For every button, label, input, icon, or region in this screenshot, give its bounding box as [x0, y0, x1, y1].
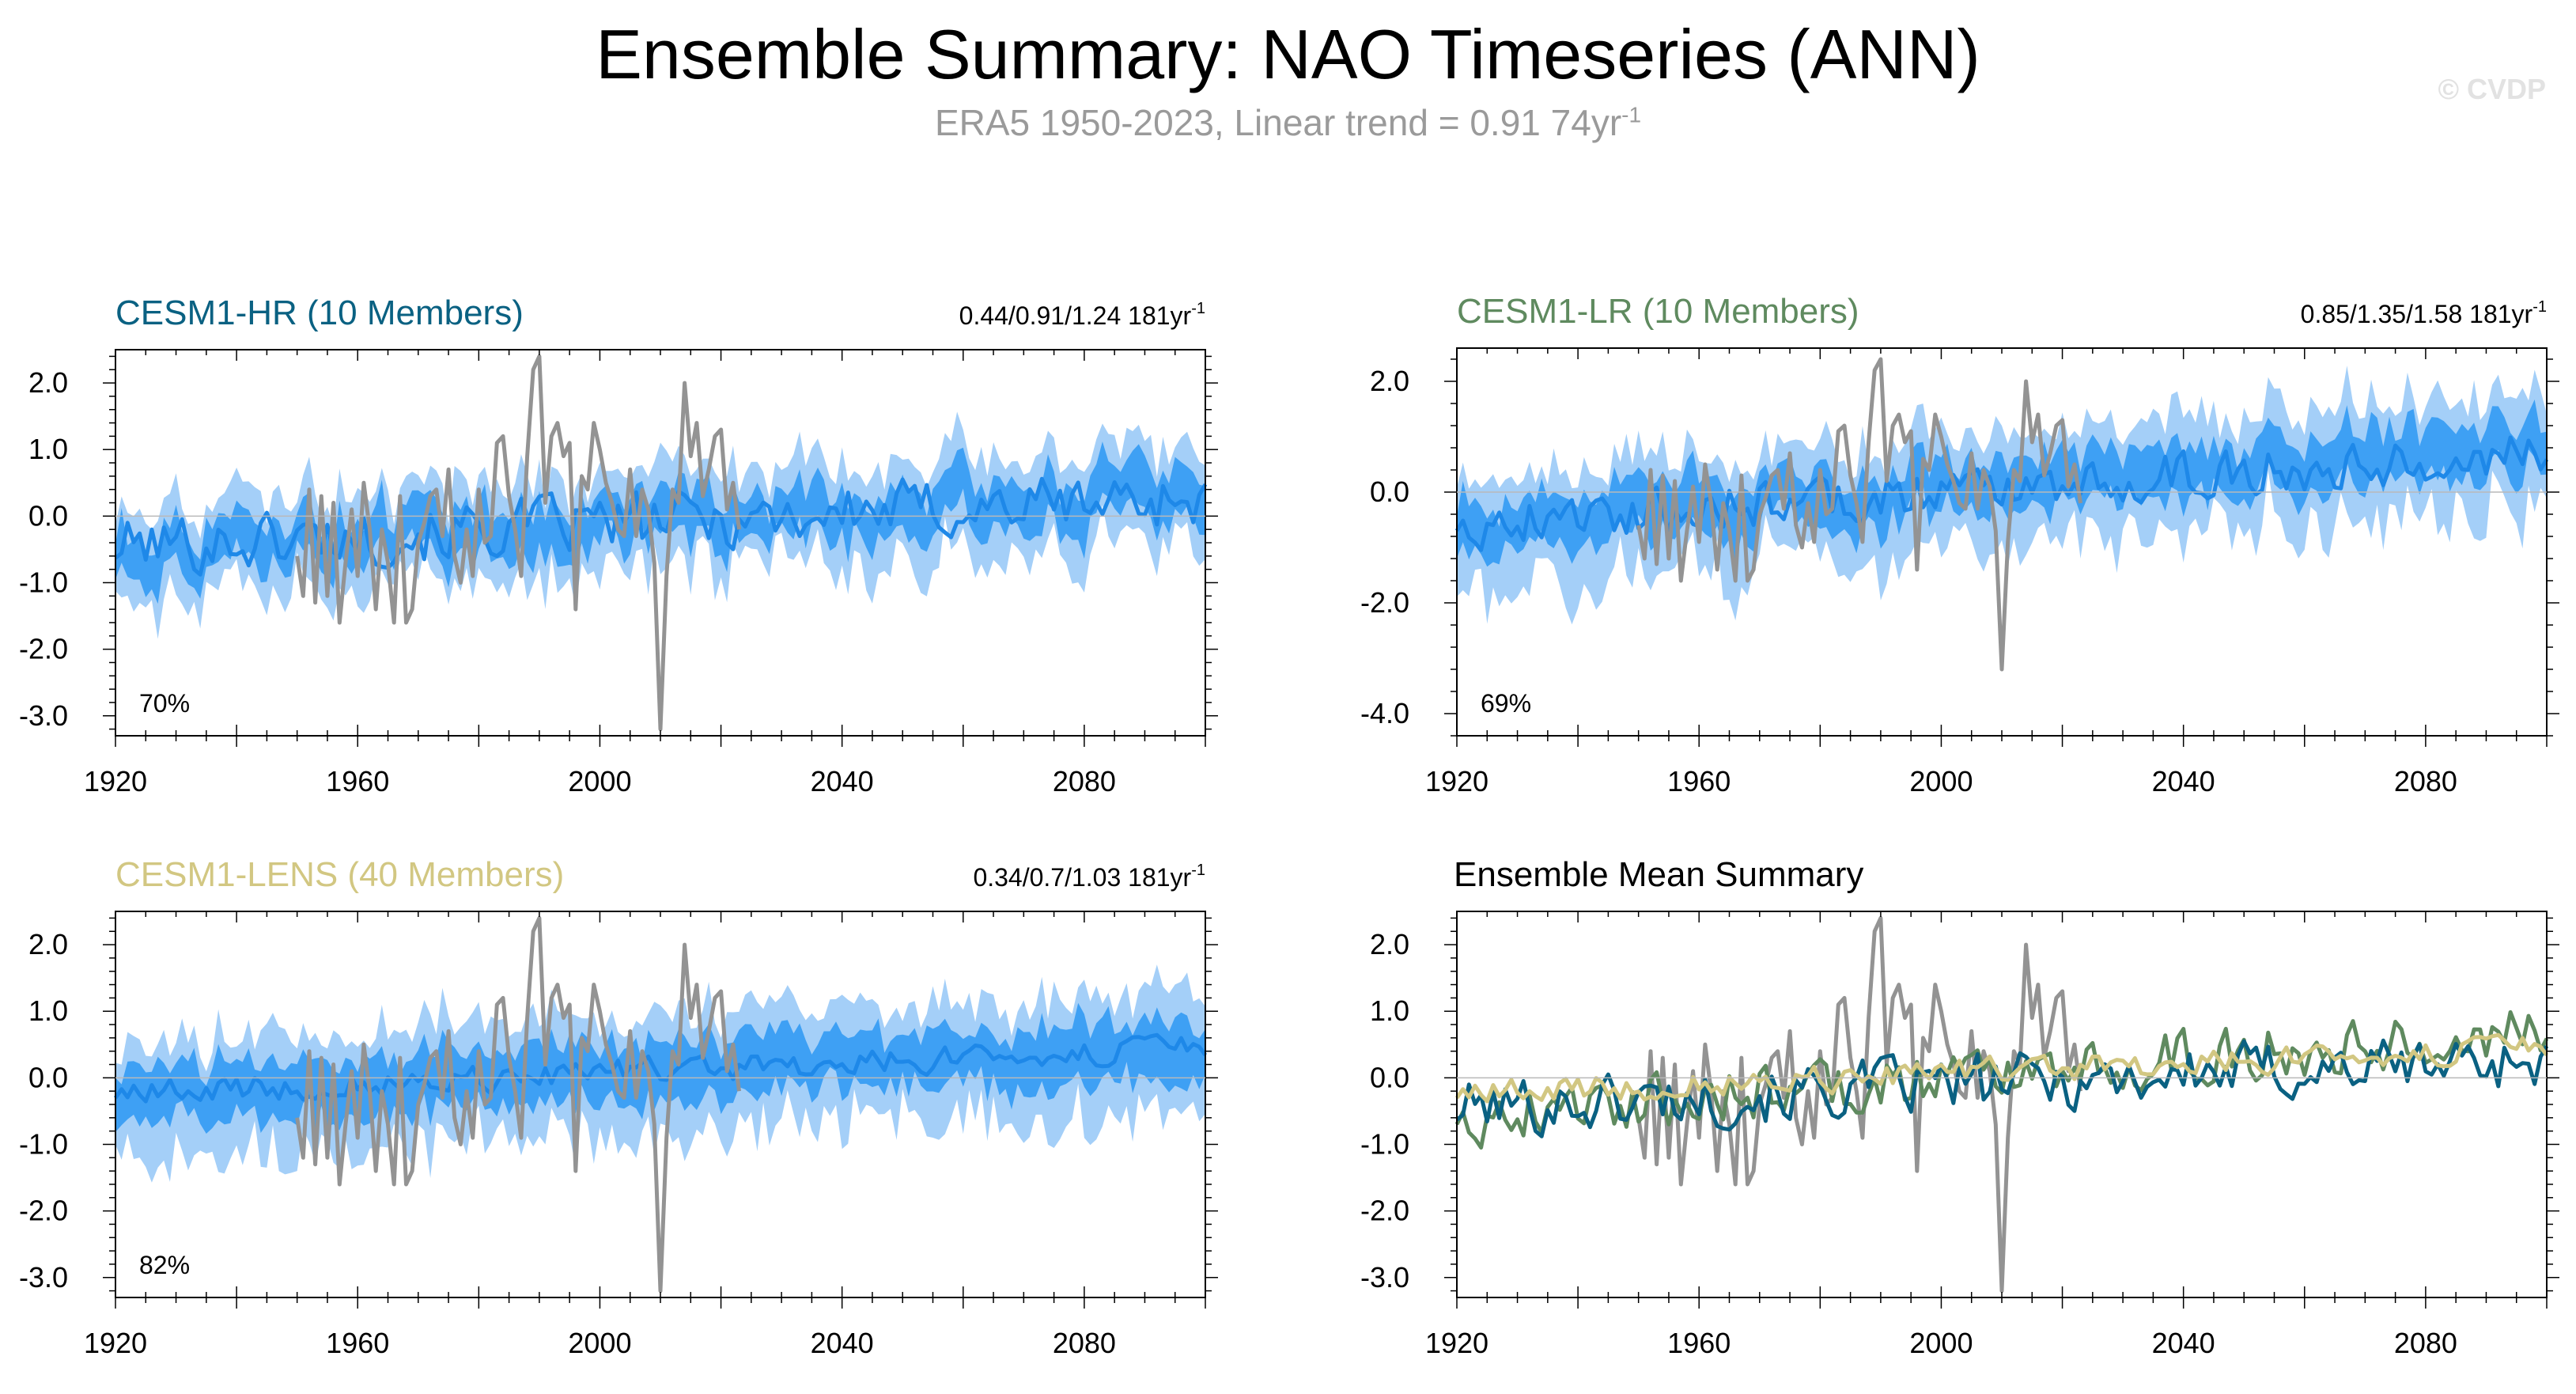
panel-lens-stats-sup: -1: [1191, 862, 1205, 879]
panel-summary-ytick-label: 2.0: [1370, 928, 1409, 960]
panel-lens-ytick-label: -3.0: [19, 1261, 68, 1294]
panel-summary-xtick-label: 2000: [1909, 1327, 1973, 1359]
panel-hr-ytick-label: 2.0: [28, 366, 68, 399]
panel-lr-ytick-label: -4.0: [1360, 697, 1409, 729]
panel-lens-xtick-label: 2000: [568, 1327, 631, 1359]
panel-hr-ytick-label: -2.0: [19, 633, 68, 665]
panel-lens-xtick-label: 1920: [84, 1327, 147, 1359]
panel-hr-ensemble-mean-line: [114, 476, 1208, 577]
panel-hr-ytick-label: 1.0: [28, 433, 68, 465]
subtitle-text: ERA5 1950-2023, Linear trend = 0.91 74yr: [934, 102, 1622, 143]
panel-lens-xtick-label: 1960: [326, 1327, 389, 1359]
panel-summary-xtick-label: 2040: [2152, 1327, 2215, 1359]
panel-hr-xtick-label: 2040: [811, 765, 874, 797]
panel-lens-ytick-label: 1.0: [28, 994, 68, 1027]
panel-lr-ytick-label: 0.0: [1370, 475, 1409, 508]
panel-hr-ytick-label: -3.0: [19, 699, 68, 732]
panel-summary-ytick-label: -2.0: [1360, 1195, 1409, 1227]
panel-hr-stats-sup: -1: [1191, 300, 1205, 317]
panel-summary-xtick-label: 2080: [2394, 1327, 2457, 1359]
panel-hr-xtick-label: 2000: [568, 765, 631, 797]
panel-lens-percentile-band: [115, 1002, 1205, 1134]
panel-hr-era5-line: [295, 354, 741, 732]
panel-hr-stats: 0.44/0.91/1.24 181yr-1: [959, 300, 1205, 330]
panel-summary-era5-line: [1636, 915, 2082, 1294]
panel-lr-era5-line: [1636, 357, 2082, 672]
panel-hr-ytick-label: -1.0: [19, 566, 68, 598]
panel-hr-xtick-label: 2080: [1053, 765, 1116, 797]
panel-lr-xtick-label: 2080: [2394, 765, 2457, 797]
panel-lens-stats-text: 0.34/0.7/1.03 181yr: [973, 863, 1191, 892]
panel-hr-stats-text: 0.44/0.91/1.24 181yr: [959, 301, 1192, 330]
panel-ensemble-mean-summary: Ensemble Mean Summary 1920 1960 2000 2040 208…: [1360, 855, 2559, 1359]
subtitle-superscript: -1: [1621, 102, 1642, 127]
panel-hr-percent-label: 70%: [139, 689, 190, 718]
panel-summary-ytick-label: 1.0: [1370, 994, 1409, 1027]
panel-lr-stats-sup: -1: [2532, 298, 2547, 316]
panel-lens-xtick-label: 2040: [811, 1327, 874, 1359]
panel-cesm1-lens: CESM1-LENS (40 Members) 0.34/0.7/1.03 181…: [19, 855, 1218, 1359]
panel-lr-xtick-label: 2040: [2152, 765, 2215, 797]
panel-hr-ytick-label: 0.0: [28, 499, 68, 532]
panel-lr-xtick-label: 2000: [1909, 765, 1973, 797]
panel-lens-era5-line: [295, 915, 741, 1294]
panel-summary-xtick-label: 1920: [1425, 1327, 1488, 1359]
panel-lens-xtick-label: 2080: [1053, 1327, 1116, 1359]
panel-summary-ytick-label: -3.0: [1360, 1261, 1409, 1294]
panel-hr-title: CESM1-HR (10 Members): [115, 294, 524, 332]
panel-summary-ytick-label: -1.0: [1360, 1127, 1409, 1160]
panel-lens-ytick-label: -2.0: [19, 1195, 68, 1227]
panel-lens-title: CESM1-LENS (40 Members): [115, 855, 564, 894]
panel-lr-ytick-label: -2.0: [1360, 586, 1409, 619]
panel-summary-ytick-label: 0.0: [1370, 1061, 1409, 1093]
panel-summary-cesm1-hr-line: [1455, 1038, 2549, 1138]
panel-summary-xtick-label: 1960: [1667, 1327, 1731, 1359]
panel-lens-ytick-label: 0.0: [28, 1061, 68, 1093]
panel-cesm1-lr: CESM1-LR (10 Members) 0.85/1.35/1.58 181y…: [1360, 292, 2559, 797]
panel-lens-ensemble-mean-line: [113, 1032, 1208, 1104]
panel-lens-ytick-label: 2.0: [28, 928, 68, 960]
panel-lr-ytick-label: 2.0: [1370, 365, 1409, 397]
panel-lr-stats-text: 0.85/1.35/1.58 181yr: [2301, 300, 2533, 328]
copyright-watermark: © CVDP: [2438, 73, 2546, 105]
panel-lr-percent-label: 69%: [1481, 689, 1531, 718]
panel-hr-xtick-label: 1960: [326, 765, 389, 797]
panel-lens-ytick-label: -1.0: [19, 1127, 68, 1160]
panel-summary-cesm1-lens-line: [1454, 1032, 2549, 1104]
panel-lr-stats: 0.85/1.35/1.58 181yr-1: [2301, 298, 2547, 328]
panel-cesm1-hr: CESM1-HR (10 Members) 0.44/0.91/1.24 181y…: [19, 294, 1218, 797]
panel-lens-percent-label: 82%: [139, 1251, 190, 1279]
main-title: Ensemble Summary: NAO Timeseries (ANN): [596, 15, 1980, 93]
panel-lr-xtick-label: 1920: [1425, 765, 1488, 797]
panel-hr-xtick-label: 1920: [84, 765, 147, 797]
panel-summary-cesm1-lr-line: [1454, 1010, 2549, 1150]
panel-summary-title: Ensemble Mean Summary: [1454, 855, 1863, 894]
main-subtitle: ERA5 1950-2023, Linear trend = 0.91 74yr…: [0, 101, 2576, 144]
panel-lr-title: CESM1-LR (10 Members): [1457, 292, 1859, 331]
panel-lr-xtick-label: 1960: [1667, 765, 1731, 797]
panel-lens-stats: 0.34/0.7/1.03 181yr-1: [973, 862, 1205, 892]
